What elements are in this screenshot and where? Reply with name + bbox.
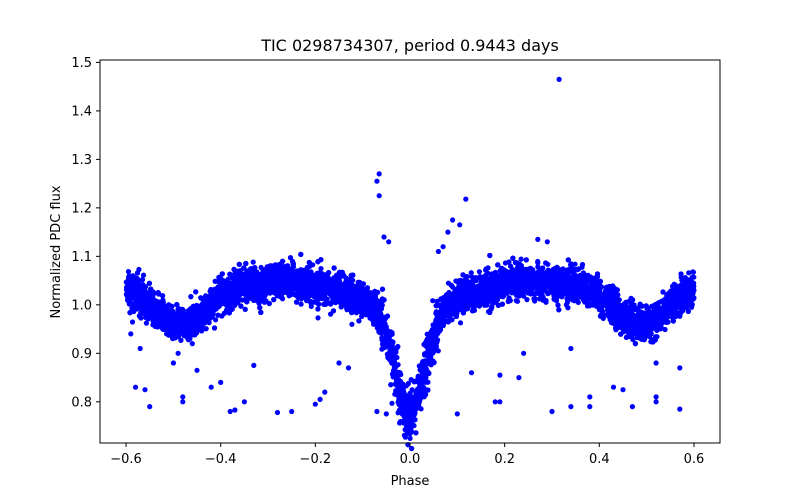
- data-point: [524, 297, 530, 303]
- data-point: [468, 270, 474, 276]
- chart-title: TIC 0298734307, period 0.9443 days: [260, 36, 559, 55]
- data-point: [407, 435, 413, 441]
- data-point: [418, 406, 424, 412]
- data-point: [518, 256, 524, 262]
- data-point: [125, 269, 132, 275]
- data-point: [315, 315, 321, 321]
- data-point: [457, 320, 464, 326]
- data-point: [389, 400, 395, 406]
- data-point: [394, 354, 400, 361]
- data-point: [143, 320, 149, 326]
- data-point: [349, 321, 355, 327]
- data-point: [535, 260, 541, 266]
- data-point: [575, 299, 581, 305]
- data-point: [513, 298, 519, 304]
- data-point: [213, 317, 219, 323]
- data-point: [476, 269, 482, 275]
- data-point: [430, 298, 436, 304]
- data-point: [662, 326, 668, 333]
- data-point: [250, 259, 256, 265]
- data-point: [298, 301, 304, 307]
- data-point: [318, 266, 324, 272]
- data-point: [572, 261, 578, 267]
- data-point: [686, 270, 692, 276]
- data-points: [123, 76, 697, 452]
- data-point: [129, 319, 136, 325]
